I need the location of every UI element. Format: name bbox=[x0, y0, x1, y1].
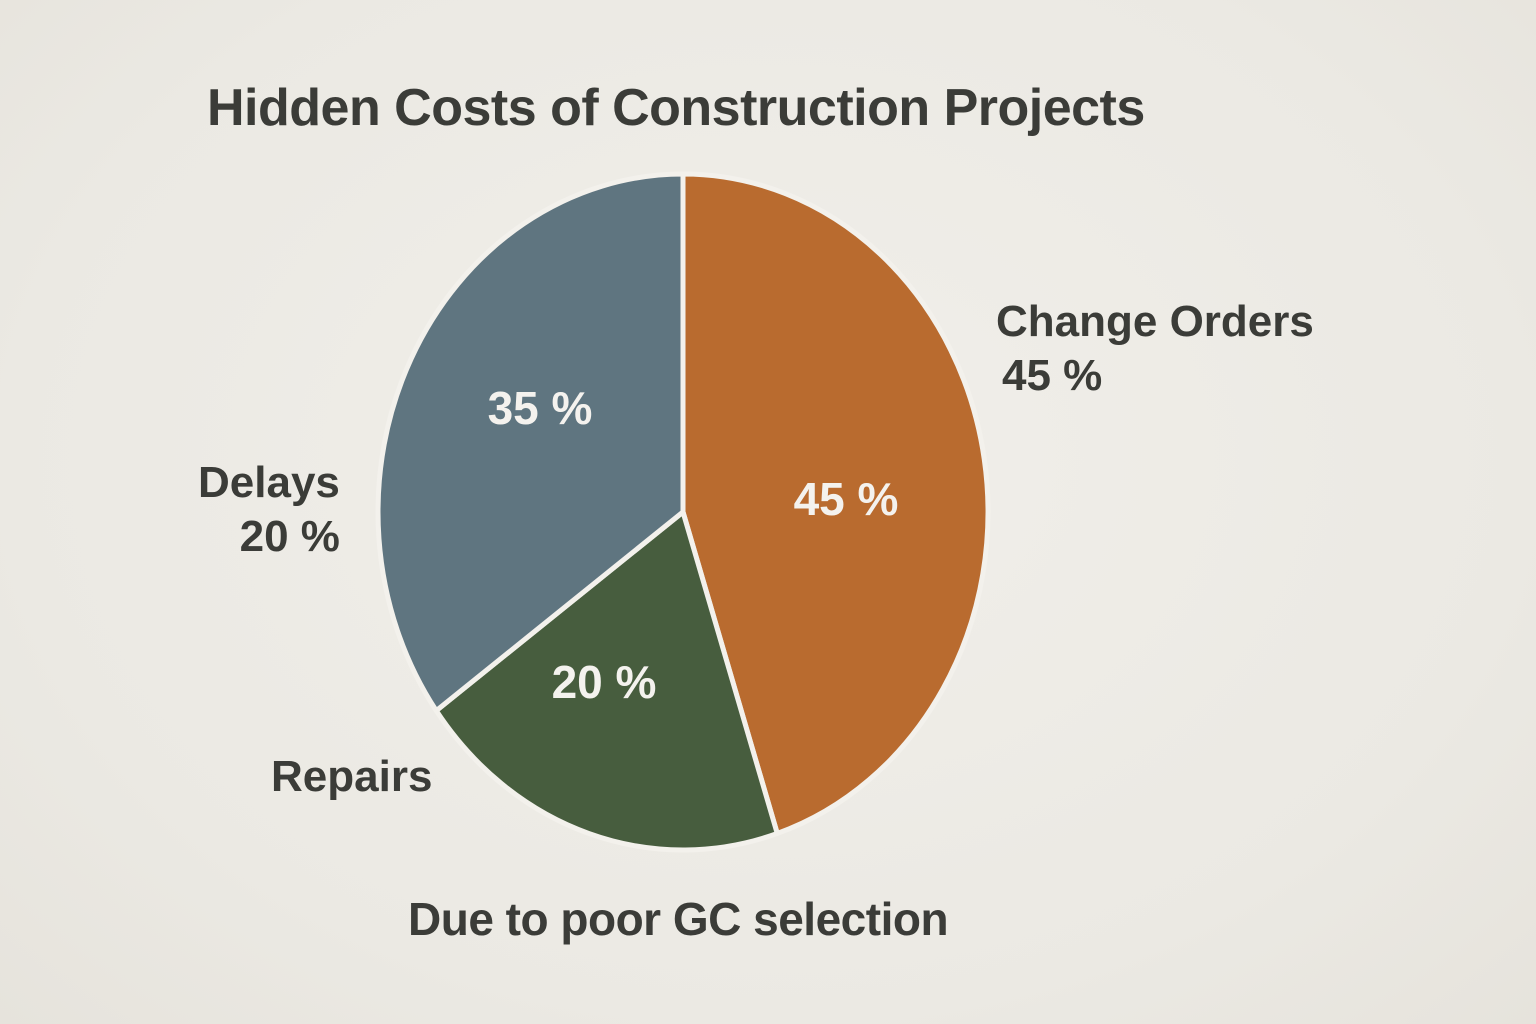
pie-slice-change-orders bbox=[680, 171, 991, 836]
label-repairs: Repairs bbox=[271, 750, 432, 804]
label-delays-pct: 20 % bbox=[239, 512, 340, 561]
pie-slice-value-label: 20 % bbox=[552, 656, 657, 708]
label-delays-name: Delays bbox=[198, 458, 340, 507]
label-change-orders: Change Orders 45 % bbox=[996, 295, 1314, 403]
chart-title: Hidden Costs of Construction Projects bbox=[207, 79, 1145, 137]
label-repairs-name: Repairs bbox=[271, 752, 433, 801]
pie-slice-value-label: 45 % bbox=[794, 473, 899, 525]
label-change-orders-name: Change Orders bbox=[996, 297, 1314, 346]
pie-slice-unlabeled-2 bbox=[375, 171, 686, 714]
label-delays: Delays 20 % bbox=[198, 456, 340, 564]
chart-subtitle: Due to poor GC selection bbox=[408, 893, 949, 945]
pie-slice-repairs bbox=[433, 509, 780, 853]
label-change-orders-pct: 45 % bbox=[1002, 351, 1103, 400]
pie-slice-value-label: 35 % bbox=[488, 382, 593, 434]
